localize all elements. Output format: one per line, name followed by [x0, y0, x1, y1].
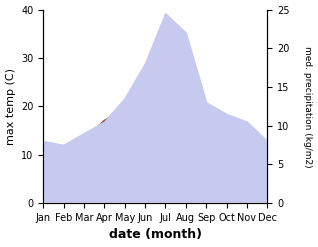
Y-axis label: med. precipitation (kg/m2): med. precipitation (kg/m2) — [303, 45, 313, 167]
Y-axis label: max temp (C): max temp (C) — [5, 68, 16, 145]
X-axis label: date (month): date (month) — [109, 228, 202, 242]
